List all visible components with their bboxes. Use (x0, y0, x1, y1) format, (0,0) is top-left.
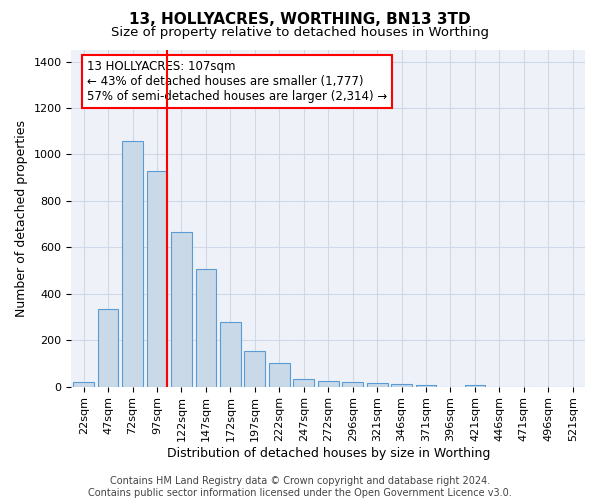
Bar (318, 382, 338, 386)
Bar (146, 170, 167, 386)
Bar (342, 382, 363, 386)
Bar (293, 379, 314, 386)
Text: Contains HM Land Registry data © Crown copyright and database right 2024.
Contai: Contains HM Land Registry data © Crown c… (88, 476, 512, 498)
Bar (122, 140, 143, 386)
Y-axis label: Number of detached properties: Number of detached properties (15, 120, 28, 317)
Bar (73, 382, 94, 386)
Text: Size of property relative to detached houses in Worthing: Size of property relative to detached ho… (111, 26, 489, 39)
Bar (269, 364, 290, 386)
Text: 13, HOLLYACRES, WORTHING, BN13 3TD: 13, HOLLYACRES, WORTHING, BN13 3TD (129, 12, 471, 28)
Text: 13 HOLLYACRES: 107sqm
← 43% of detached houses are smaller (1,777)
57% of semi-d: 13 HOLLYACRES: 107sqm ← 43% of detached … (87, 60, 387, 103)
Bar (367, 383, 388, 386)
Bar (220, 322, 241, 386)
Bar (196, 270, 217, 386)
Bar (171, 232, 192, 386)
Bar (244, 350, 265, 386)
Bar (416, 385, 436, 386)
X-axis label: Distribution of detached houses by size in Worthing: Distribution of detached houses by size … (167, 447, 490, 460)
Bar (391, 384, 412, 386)
Bar (98, 309, 118, 386)
